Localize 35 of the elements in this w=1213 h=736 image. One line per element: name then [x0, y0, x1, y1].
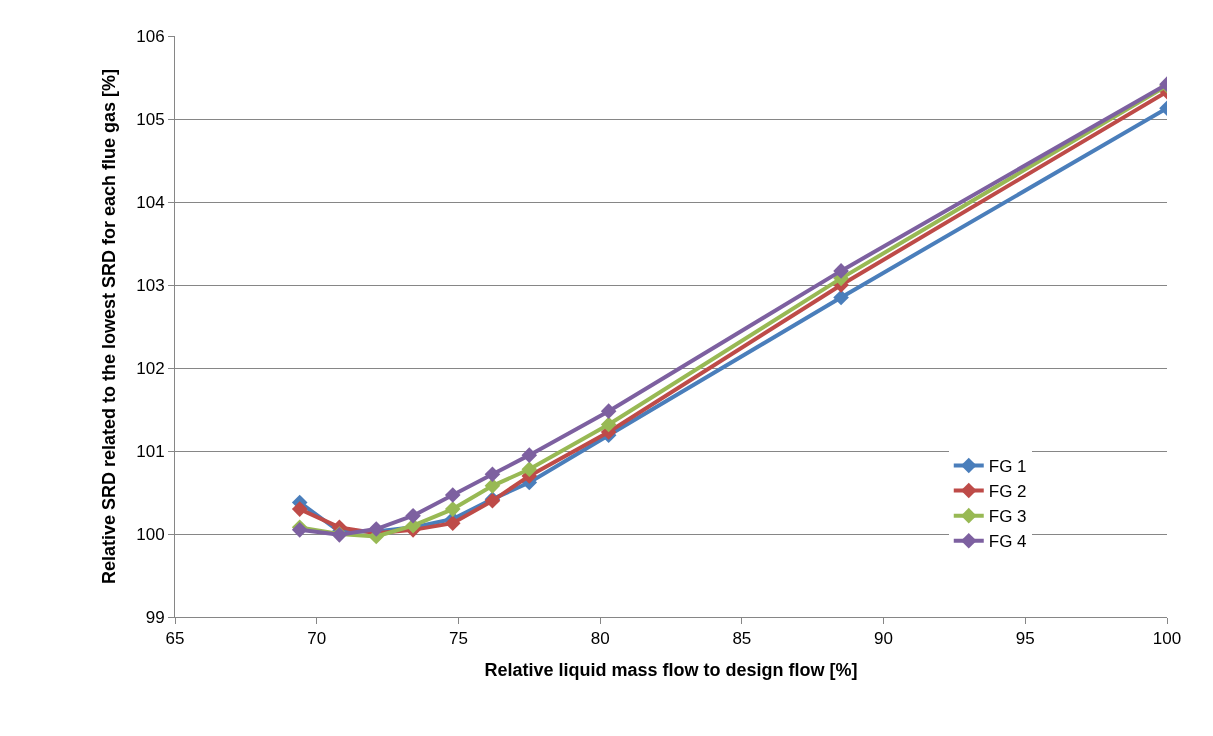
y-tick-label: 106	[136, 26, 165, 46]
point	[484, 466, 501, 483]
y-tick-label: 101	[136, 441, 165, 461]
point	[444, 487, 461, 503]
x-tick-label: 70	[307, 629, 327, 649]
x-tick-label: 85	[732, 629, 752, 649]
point	[521, 461, 538, 478]
x-tick-label: 65	[165, 629, 185, 649]
y-tick-label: 100	[136, 524, 165, 544]
x-tick-label: 75	[448, 629, 468, 649]
legend-label: FG 1	[988, 457, 1027, 477]
x-tick-label: 95	[1015, 629, 1035, 649]
x-tick-label: 100	[1152, 629, 1182, 649]
y-tick-label: 105	[136, 109, 165, 129]
legend-label: FG 2	[988, 482, 1027, 502]
point	[833, 289, 849, 306]
x-tick-label: 80	[590, 629, 610, 649]
legend-label: FG 4	[988, 532, 1027, 552]
point	[444, 515, 461, 532]
point	[444, 501, 461, 517]
y-tick-label: 102	[136, 358, 165, 378]
point	[600, 403, 617, 419]
x-tick-label: 90	[874, 629, 894, 649]
y-axis-title: Relative SRD related to the lowest SRD for each flue gas [%]	[99, 68, 120, 585]
point	[405, 507, 421, 524]
legend-label: FG 3	[988, 507, 1027, 527]
y-tick-label: 99	[145, 607, 165, 627]
y-tick-label: 104	[136, 192, 165, 212]
point	[521, 447, 538, 463]
point	[600, 416, 617, 433]
y-tick-label: 103	[136, 275, 165, 295]
point	[484, 478, 501, 494]
x-axis-title: Relative liquid mass flow to design flow [%]	[484, 659, 858, 680]
point	[833, 263, 849, 279]
point	[291, 501, 308, 517]
